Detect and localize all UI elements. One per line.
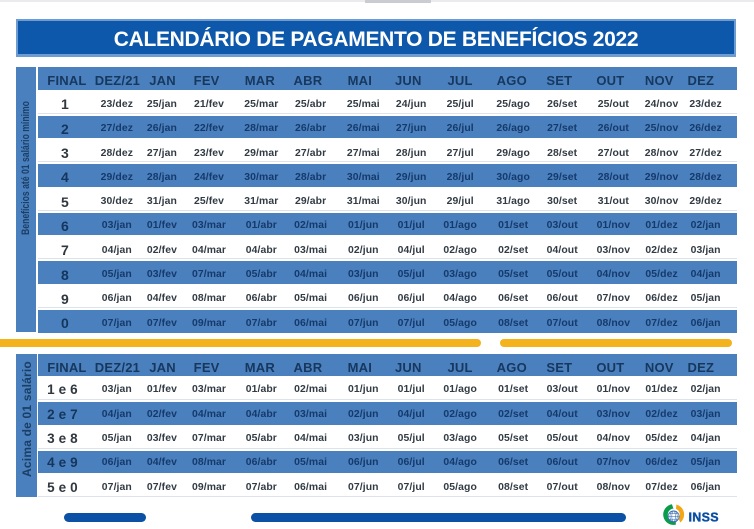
svg-text:INSS: INSS xyxy=(689,510,719,524)
